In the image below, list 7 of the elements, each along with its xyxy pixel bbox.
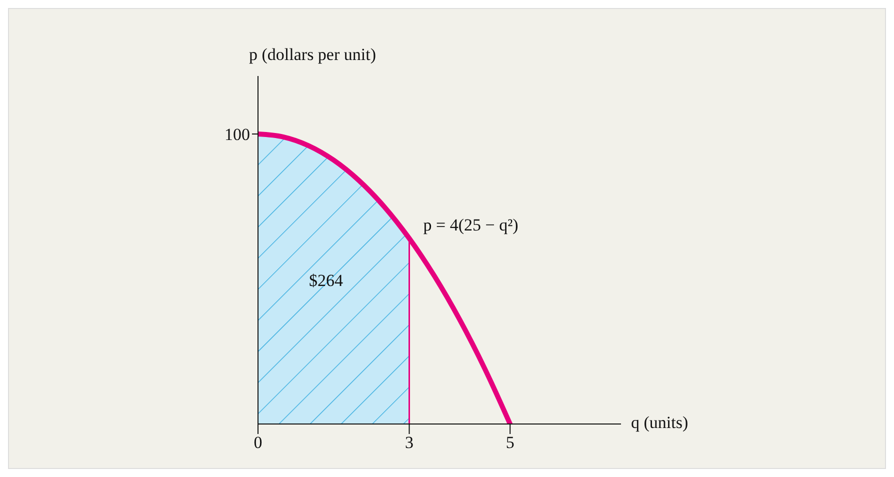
series-label: p = 4(25 − q²) (423, 215, 518, 234)
x-axis-title: q (units) (631, 413, 688, 433)
x-tick-label: 3 (405, 433, 414, 452)
y-tick-label: 100 (224, 125, 250, 144)
x-tick-label: 0 (254, 433, 262, 452)
y-axis-title: p (dollars per unit) (249, 45, 376, 65)
x-tick-label: 5 (506, 433, 514, 452)
